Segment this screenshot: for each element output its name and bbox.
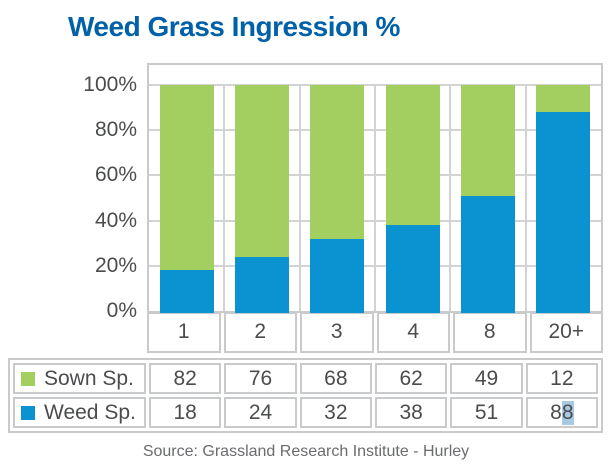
bar-segment-sown bbox=[385, 85, 440, 226]
value-cell[interactable]: 12 bbox=[525, 363, 598, 394]
bar-segment-sown bbox=[159, 85, 214, 271]
vertical-gridline bbox=[223, 85, 226, 311]
bar-segment-weed bbox=[159, 270, 214, 313]
bar-segment-weed bbox=[536, 112, 591, 313]
value-cell[interactable]: 82 bbox=[149, 363, 222, 394]
table-row: Sown Sp. 82 76 68 62 49 12 bbox=[13, 363, 598, 394]
stacked-bar-20+ bbox=[536, 85, 591, 313]
legend-swatch-icon bbox=[21, 371, 35, 386]
data-table: Sown Sp. 82 76 68 62 49 12 Weed Sp. 18 24 32 38 51 8 8 bbox=[8, 358, 603, 433]
y-axis-tick-label: 40% bbox=[94, 208, 137, 232]
table-row: Weed Sp. 18 24 32 38 51 8 8 bbox=[13, 397, 598, 428]
x-axis-category-cell: 2 bbox=[223, 312, 297, 353]
y-axis-tick-label: 100% bbox=[83, 73, 137, 96]
vertical-gridline bbox=[524, 85, 527, 311]
bar-segment-sown bbox=[235, 85, 289, 257]
x-axis-category-cell: 20+ bbox=[529, 312, 603, 353]
value-cell[interactable]: 49 bbox=[450, 363, 523, 394]
stacked-bar-2 bbox=[235, 85, 289, 313]
y-axis-tick-label: 80% bbox=[94, 118, 137, 142]
bar-segment-weed bbox=[385, 225, 440, 313]
vertical-gridline bbox=[374, 85, 376, 311]
selected-text: 8 bbox=[561, 400, 574, 425]
bar-segment-weed bbox=[235, 256, 289, 313]
legend-swatch-icon bbox=[21, 405, 35, 420]
stacked-bar-4 bbox=[385, 85, 440, 313]
value-cell[interactable]: 38 bbox=[375, 397, 448, 428]
legend-cell: Sown Sp. bbox=[13, 363, 146, 394]
value-cell[interactable]: 32 bbox=[299, 397, 372, 428]
legend-label: Sown Sp. bbox=[44, 366, 134, 390]
x-axis-category-cell: 1 bbox=[147, 312, 221, 353]
value-cell[interactable]: 51 bbox=[450, 397, 523, 428]
bar-segment-weed bbox=[461, 195, 515, 313]
x-axis-category-cell: 4 bbox=[376, 312, 450, 353]
value-cell[interactable]: 18 bbox=[149, 397, 222, 428]
chart-title: Weed Grass Ingression % bbox=[68, 11, 400, 42]
x-axis-category-cell: 3 bbox=[300, 312, 374, 353]
bar-segment-sown bbox=[461, 85, 515, 196]
value-cell[interactable]: 76 bbox=[224, 363, 297, 394]
stacked-bar-8 bbox=[461, 85, 515, 313]
legend-label: Weed Sp. bbox=[44, 400, 136, 424]
vertical-gridline bbox=[449, 85, 452, 311]
value-cell[interactable]: 62 bbox=[375, 363, 448, 394]
vertical-gridline bbox=[298, 85, 301, 311]
y-axis-tick-label: 0% bbox=[106, 299, 137, 322]
x-axis-category-cell: 8 bbox=[453, 312, 527, 353]
stacked-bar-1 bbox=[159, 85, 214, 313]
y-axis-tick-label: 60% bbox=[94, 163, 137, 187]
legend-cell: Weed Sp. bbox=[13, 397, 146, 428]
bar-segment-sown bbox=[536, 85, 591, 113]
value-cell[interactable]: 68 bbox=[299, 363, 372, 394]
x-axis-label-row: 1 2 3 4 8 20+ bbox=[147, 312, 603, 353]
plot-area bbox=[147, 63, 603, 313]
source-note: Source: Grassland Research Institute - H… bbox=[142, 443, 470, 460]
y-axis-tick-label: 20% bbox=[94, 253, 137, 277]
bar-segment-weed bbox=[310, 238, 365, 313]
value-cell[interactable]: 24 bbox=[224, 397, 297, 428]
stacked-bar-3 bbox=[310, 85, 365, 313]
bar-segment-sown bbox=[310, 85, 365, 239]
